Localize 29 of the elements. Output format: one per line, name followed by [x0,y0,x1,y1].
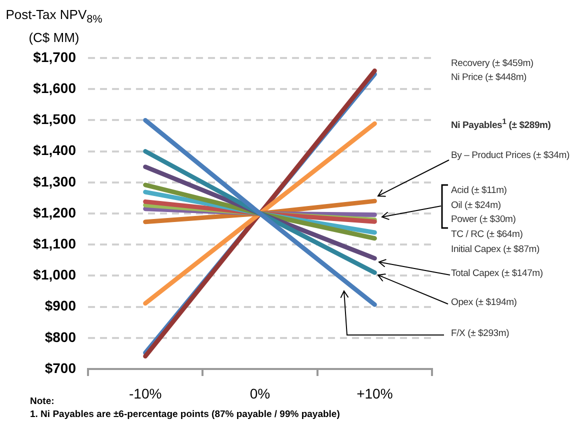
text: Ni Payables$^{1}$ (± $289m) [451,117,551,132]
text: Initial Capex (± $87m) [451,244,540,255]
y-tick-label: $700 [44,360,76,376]
y-tick-label: $1,600 [33,80,76,96]
text: By – Product Prices (± $34m) [451,150,570,161]
y-tick-label: $1,200 [33,204,76,220]
y-tick-label: $1,400 [33,142,76,158]
text: Note: [30,396,54,407]
y-tick-label: $1,500 [33,111,76,128]
text: Acid (± $11m) [451,185,507,196]
y-tick-label: $900 [44,298,76,314]
text: Oil (± $24m) [451,200,501,211]
y-axis-title: Post-Tax NPV$_{8%}$ (C$ MM) [4,6,104,47]
y-tick-label: $1,000 [33,266,76,283]
text: Ni Price (± $448m) [451,72,527,83]
text: TC / RC (± $64m) [451,229,523,240]
y-tick-label: $1,700 [33,48,76,65]
y-tick-label: $1,100 [33,235,76,252]
x-tick-label: 0% [250,385,270,402]
text: Total Capex (± $147m) [451,268,543,279]
text: Power (± $30m) [451,214,516,225]
text: Opex (± $194m) [451,297,517,308]
text: F/X (± $293m) [451,328,510,339]
y-tick-label: $1,300 [33,173,76,190]
x-tick-label: +10% [356,385,393,402]
x-tick-label: -10% [128,385,162,402]
y-tick-label: $800 [44,328,76,345]
text: 1. Ni Payables are ±6-percentage points (87% payable / 99% payable) [30,409,340,420]
text: Recovery (± $459m) [451,58,534,69]
